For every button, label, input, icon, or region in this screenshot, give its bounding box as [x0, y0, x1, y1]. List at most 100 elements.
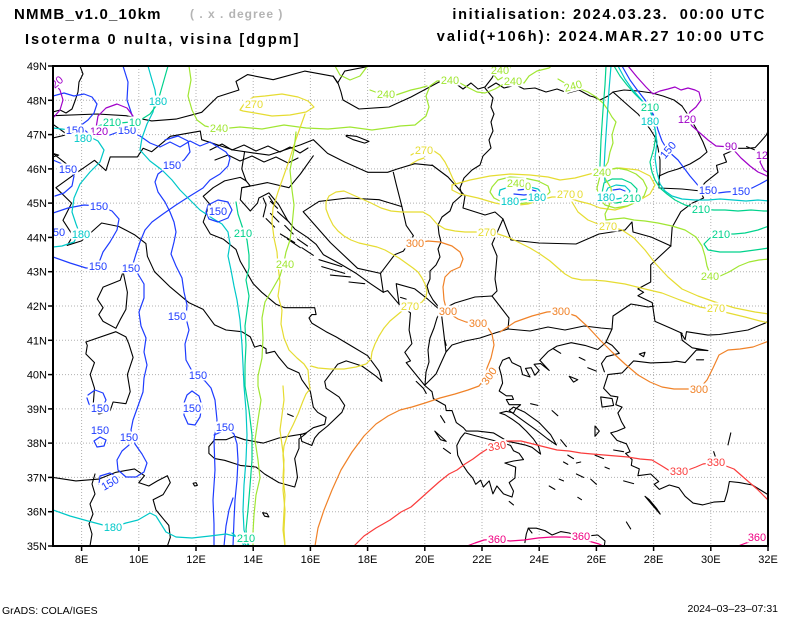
svg-text:14E: 14E — [243, 554, 263, 566]
svg-text:150: 150 — [183, 403, 201, 415]
svg-text:37N: 37N — [27, 472, 47, 484]
svg-text:150: 150 — [699, 185, 717, 197]
svg-text:150: 150 — [118, 125, 136, 137]
svg-text:180: 180 — [149, 96, 167, 108]
svg-text:240: 240 — [504, 76, 522, 88]
svg-text:300: 300 — [469, 318, 487, 330]
svg-text:210: 210 — [712, 229, 730, 241]
svg-text:30E: 30E — [701, 554, 721, 566]
svg-text:150: 150 — [59, 164, 77, 176]
svg-text:150: 150 — [163, 160, 181, 172]
svg-text:150: 150 — [168, 311, 186, 323]
svg-text:270: 270 — [557, 189, 575, 201]
svg-text:150: 150 — [122, 263, 140, 275]
svg-text:210: 210 — [641, 102, 659, 114]
svg-text:12E: 12E — [186, 554, 206, 566]
svg-text:( . x . degree ): ( . x . degree ) — [190, 7, 283, 21]
svg-text:47N: 47N — [27, 130, 47, 142]
svg-text:240: 240 — [563, 79, 584, 95]
svg-text:45N: 45N — [27, 198, 47, 210]
svg-text:120: 120 — [756, 150, 774, 162]
svg-text:150: 150 — [209, 206, 227, 218]
svg-text:210: 210 — [234, 228, 252, 240]
svg-text:300: 300 — [439, 306, 457, 318]
svg-text:120: 120 — [90, 126, 108, 138]
svg-text:150: 150 — [91, 425, 109, 437]
svg-text:150: 150 — [47, 227, 65, 239]
svg-text:42N: 42N — [27, 301, 47, 313]
svg-text:210: 210 — [623, 193, 641, 205]
svg-text:43N: 43N — [27, 267, 47, 279]
svg-text:32E: 32E — [758, 554, 778, 566]
svg-text:NMMB_v1.0_10km: NMMB_v1.0_10km — [14, 6, 162, 23]
svg-text:0: 0 — [525, 181, 531, 193]
svg-text:24E: 24E — [529, 554, 549, 566]
svg-text:180: 180 — [597, 192, 615, 204]
svg-text:180: 180 — [501, 196, 519, 208]
svg-text:150: 150 — [732, 186, 750, 198]
svg-text:120: 120 — [678, 114, 696, 126]
svg-text:150: 150 — [90, 201, 108, 213]
svg-text:8E: 8E — [75, 554, 88, 566]
svg-text:360: 360 — [748, 532, 766, 544]
svg-text:150: 150 — [89, 261, 107, 273]
svg-text:240: 240 — [491, 65, 509, 77]
svg-text:270: 270 — [478, 227, 496, 239]
svg-text:90: 90 — [725, 141, 737, 153]
svg-text:180: 180 — [104, 522, 122, 534]
svg-text:150: 150 — [91, 403, 109, 415]
svg-text:240: 240 — [276, 259, 294, 271]
svg-text:270: 270 — [245, 99, 263, 111]
svg-text:26E: 26E — [587, 554, 607, 566]
svg-text:180: 180 — [72, 229, 90, 241]
svg-text:210: 210 — [237, 533, 255, 545]
svg-text:240: 240 — [377, 89, 395, 101]
svg-text:210: 210 — [103, 117, 121, 129]
svg-text:36N: 36N — [27, 507, 47, 519]
svg-text:18E: 18E — [358, 554, 378, 566]
svg-text:300: 300 — [690, 384, 708, 396]
svg-text:270: 270 — [707, 303, 725, 315]
svg-text:38N: 38N — [27, 438, 47, 450]
svg-text:360: 360 — [488, 534, 506, 546]
svg-text:150: 150 — [120, 432, 138, 444]
svg-text:41N: 41N — [27, 335, 47, 347]
svg-text:16E: 16E — [301, 554, 321, 566]
svg-text:240: 240 — [210, 123, 228, 135]
svg-text:180: 180 — [74, 133, 92, 145]
svg-text:49N: 49N — [27, 61, 47, 73]
svg-text:0: 0 — [577, 189, 583, 201]
svg-text:270: 270 — [599, 221, 617, 233]
svg-text:270: 270 — [401, 301, 419, 313]
svg-text:240: 240 — [507, 178, 525, 190]
svg-text:46N: 46N — [27, 164, 47, 176]
svg-text:330: 330 — [707, 457, 725, 469]
svg-text:Isoterma 0 nulta, visina [dgpm: Isoterma 0 nulta, visina [dgpm] — [25, 32, 301, 48]
svg-text:10E: 10E — [129, 554, 149, 566]
svg-text:10: 10 — [129, 117, 141, 129]
svg-text:150: 150 — [216, 422, 234, 434]
svg-text:270: 270 — [415, 145, 433, 157]
svg-text:360: 360 — [572, 531, 590, 543]
svg-text:valid(+106h): 2024.MAR.27 10:0: valid(+106h): 2024.MAR.27 10:00 UTC — [437, 29, 766, 45]
svg-text:39N: 39N — [27, 404, 47, 416]
svg-text:GrADS: COLA/IGES: GrADS: COLA/IGES — [2, 605, 98, 617]
svg-text:28E: 28E — [644, 554, 664, 566]
svg-text:180: 180 — [528, 192, 546, 204]
svg-text:240: 240 — [701, 271, 719, 283]
svg-text:210: 210 — [692, 204, 710, 216]
svg-text:240: 240 — [441, 75, 459, 87]
svg-text:180: 180 — [641, 116, 659, 128]
svg-text:330: 330 — [487, 439, 507, 454]
svg-text:20E: 20E — [415, 554, 435, 566]
svg-text:300: 300 — [406, 238, 424, 250]
svg-text:44N: 44N — [27, 232, 47, 244]
svg-text:35N: 35N — [27, 541, 47, 553]
svg-text:300: 300 — [552, 306, 570, 318]
svg-text:22E: 22E — [472, 554, 492, 566]
svg-text:2024–03–23–07:31: 2024–03–23–07:31 — [687, 603, 778, 615]
svg-text:48N: 48N — [27, 95, 47, 107]
svg-text:150: 150 — [189, 370, 207, 382]
svg-text:initialisation: 2024.03.23. 0: initialisation: 2024.03.23. 00:00 UTC — [452, 7, 766, 23]
svg-text:40N: 40N — [27, 370, 47, 382]
